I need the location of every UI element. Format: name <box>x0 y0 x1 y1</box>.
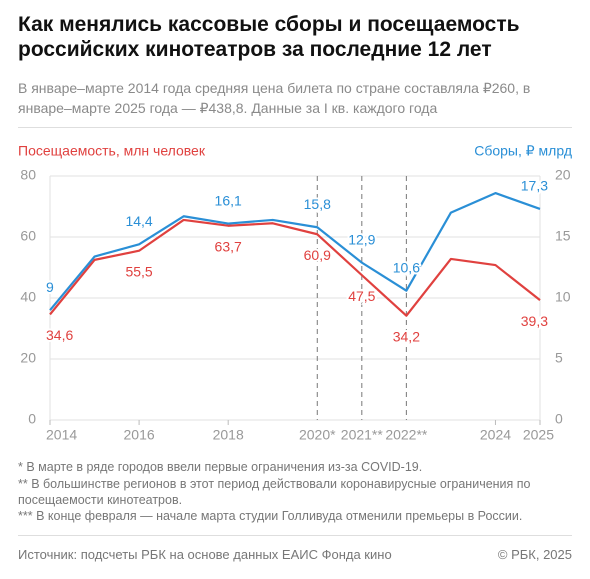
data-label: 60,9 <box>304 247 331 263</box>
y-tick-label: 40 <box>20 289 36 305</box>
y-tick-label: 20 <box>20 350 36 366</box>
separator <box>18 127 572 128</box>
separator <box>18 535 572 536</box>
source: Источник: подсчеты РБК на основе данных … <box>18 547 392 562</box>
y2-axis-label: Сборы, ₽ млрд <box>474 143 572 159</box>
data-label: 14,4 <box>125 213 152 229</box>
data-label: 15,8 <box>304 196 331 212</box>
series-line <box>49 218 541 317</box>
data-label: 34,2 <box>393 328 420 344</box>
data-label: 47,5 <box>348 288 375 304</box>
chart-title: Как менялись кассовые сборы и посещаемос… <box>18 13 520 61</box>
x-tick-label: 2014 <box>46 427 77 443</box>
x-tick-label: 2016 <box>124 427 155 443</box>
footnote: ** В большинстве регионов в этот период … <box>18 477 531 507</box>
series-line <box>49 191 541 311</box>
x-tick-label: 2020* <box>299 427 336 443</box>
y-tick-label: 80 <box>20 167 36 183</box>
data-label: 55,5 <box>125 263 152 279</box>
footnote: *** В конце февраля — начале марта студи… <box>18 509 523 523</box>
y2-tick-label: 15 <box>555 228 571 244</box>
data-label: 17,3 <box>521 178 548 194</box>
y-axis-label: Посещаемость, млн человек <box>18 143 206 159</box>
y-tick-label: 60 <box>20 228 36 244</box>
x-tick-label: 2018 <box>213 427 244 443</box>
footnote: * В марте в ряде городов ввели первые ог… <box>18 460 423 474</box>
data-label: 10,6 <box>393 259 420 275</box>
data-label: 34,6 <box>46 327 73 343</box>
y2-tick-label: 10 <box>555 289 571 305</box>
x-tick-label: 2024 <box>480 427 511 443</box>
y2-tick-label: 0 <box>555 411 563 427</box>
data-label: 16,1 <box>215 192 242 208</box>
y2-tick-label: 5 <box>555 350 563 366</box>
copyright: © РБК, 2025 <box>497 547 572 562</box>
data-label: 39,3 <box>521 313 548 329</box>
y2-tick-label: 20 <box>555 167 571 183</box>
data-label: 9 <box>46 279 54 295</box>
data-label: 63,7 <box>215 238 242 254</box>
y-tick-label: 0 <box>28 411 36 427</box>
x-tick-label: 2022** <box>385 427 428 443</box>
x-tick-label: 2021** <box>341 427 384 443</box>
x-tick-label: 2025 <box>523 427 554 443</box>
chart-subtitle: В январе–марте 2014 года средняя цена би… <box>18 80 531 116</box>
data-label: 12,9 <box>348 231 375 247</box>
